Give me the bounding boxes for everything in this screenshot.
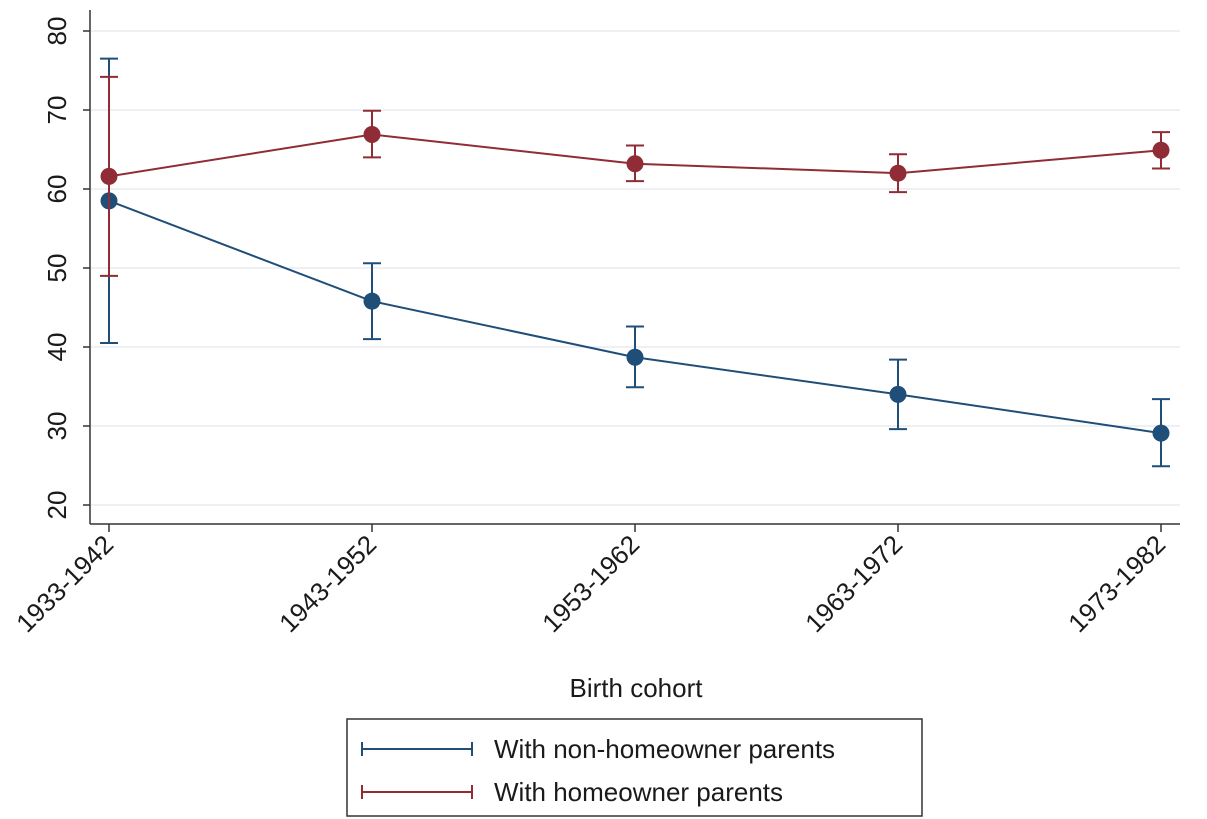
y-tick-label: 60	[42, 175, 72, 204]
axes: 20 30 40 50 60 70 80 1933-1942 1943-1952 1953-196…	[10, 10, 1180, 638]
y-tick-label: 70	[42, 96, 72, 125]
legend-box	[346, 718, 923, 817]
legend-entry: With homeowner parents	[361, 777, 783, 807]
y-tick-label: 80	[42, 17, 72, 46]
data-point	[889, 385, 907, 403]
data-point	[1152, 141, 1170, 159]
y-tick-label: 20	[42, 491, 72, 520]
x-tick-label: 1933-1942	[10, 529, 119, 638]
y-tick-label: 40	[42, 333, 72, 362]
series-group	[100, 57, 1170, 468]
data-point	[363, 125, 381, 143]
data-point	[100, 167, 118, 185]
data-point	[626, 155, 644, 173]
series-layer	[100, 57, 1170, 468]
legend-entry: With non-homeowner parents	[361, 734, 835, 764]
series-group	[100, 75, 1170, 277]
x-tick-label: 1973-1982	[1062, 529, 1171, 638]
legend: With non-homeowner parents With homeowner…	[346, 718, 923, 817]
legend-label: With homeowner parents	[494, 777, 783, 807]
data-point	[889, 164, 907, 182]
x-tick-label: 1943-1952	[273, 529, 382, 638]
data-point	[1152, 424, 1170, 442]
data-point	[363, 292, 381, 310]
x-tick-label: 1953-1962	[536, 529, 645, 638]
y-tick-label: 50	[42, 254, 72, 283]
y-tick-label: 30	[42, 412, 72, 441]
gridlines	[91, 30, 1180, 506]
legend-label: With non-homeowner parents	[494, 734, 835, 764]
x-axis-title: Birth cohort	[570, 673, 704, 703]
series-line	[108, 199, 1162, 435]
x-tick-label: 1963-1972	[799, 529, 908, 638]
data-point	[626, 348, 644, 366]
